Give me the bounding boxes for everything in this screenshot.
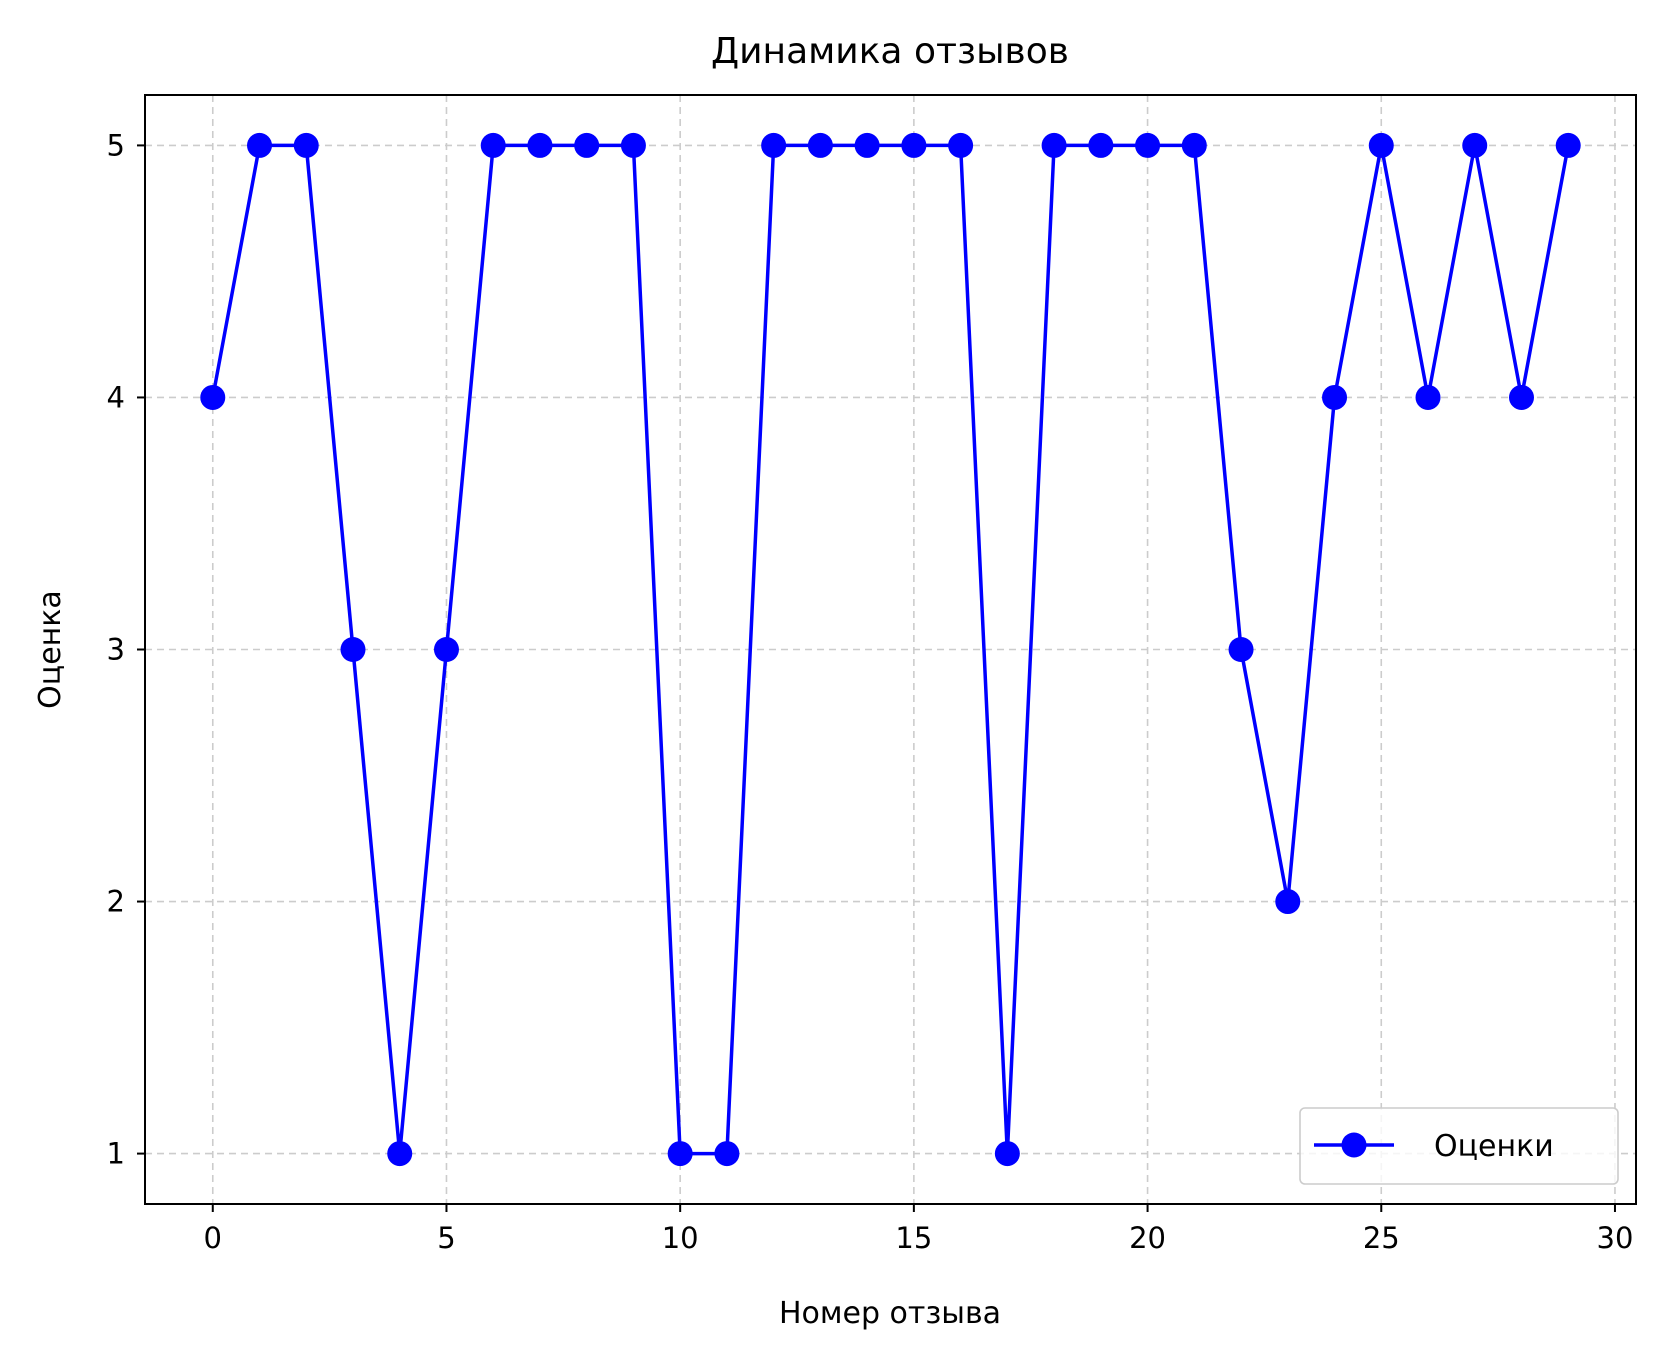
data-point (667, 1141, 693, 1167)
x-tick-label: 10 (662, 1221, 699, 1255)
data-point (1508, 384, 1534, 410)
data-point (1181, 132, 1207, 158)
data-point (387, 1141, 413, 1167)
x-tick-label: 25 (1363, 1221, 1400, 1255)
data-point (200, 384, 226, 410)
legend: Оценки (1299, 1107, 1619, 1185)
data-point (807, 132, 833, 158)
data-point (1275, 889, 1301, 915)
x-tick-label: 30 (1597, 1221, 1634, 1255)
data-point (994, 1141, 1020, 1167)
data-point (1322, 384, 1348, 410)
legend-box (1299, 1107, 1619, 1185)
data-point (620, 132, 646, 158)
data-point (574, 132, 600, 158)
data-point (1555, 132, 1581, 158)
data-point (1415, 384, 1441, 410)
axis-ticks: 0 5 10 15 20 25 30 1 2 3 4 5 (107, 128, 1634, 1255)
data-point (901, 132, 927, 158)
y-tick-label: 4 (107, 380, 125, 414)
x-tick-label: 15 (895, 1221, 932, 1255)
data-point (1462, 132, 1488, 158)
data-point (480, 132, 506, 158)
data-point (340, 637, 366, 662)
data-point (948, 132, 974, 158)
x-tick-label: 0 (204, 1221, 222, 1255)
data-point (1088, 132, 1114, 158)
data-point (1041, 132, 1067, 158)
y-tick-label: 2 (107, 885, 125, 919)
data-point (854, 132, 880, 158)
data-point (527, 132, 553, 158)
y-tick-label: 3 (107, 633, 125, 667)
series-line (211, 143, 1570, 1156)
data-point (247, 132, 273, 158)
data-point (714, 1141, 740, 1167)
y-axis-label: Оценка (33, 590, 68, 709)
chart-title: Динамика отзывов (711, 31, 1069, 72)
legend-label: Оценки (1434, 1129, 1554, 1164)
y-tick-label: 1 (107, 1137, 125, 1171)
data-point (1135, 132, 1161, 158)
data-point (433, 637, 459, 662)
legend-marker-sample (1341, 1132, 1367, 1158)
series-layer (200, 132, 1581, 1167)
x-tick-label: 20 (1129, 1221, 1166, 1255)
y-tick-label: 5 (107, 128, 125, 162)
x-axis-label: Номер отзыва (779, 1296, 1001, 1331)
data-point (1368, 132, 1394, 158)
data-point (761, 132, 787, 158)
x-tick-label: 5 (437, 1221, 455, 1255)
data-point (1228, 637, 1254, 662)
data-point (293, 132, 319, 158)
